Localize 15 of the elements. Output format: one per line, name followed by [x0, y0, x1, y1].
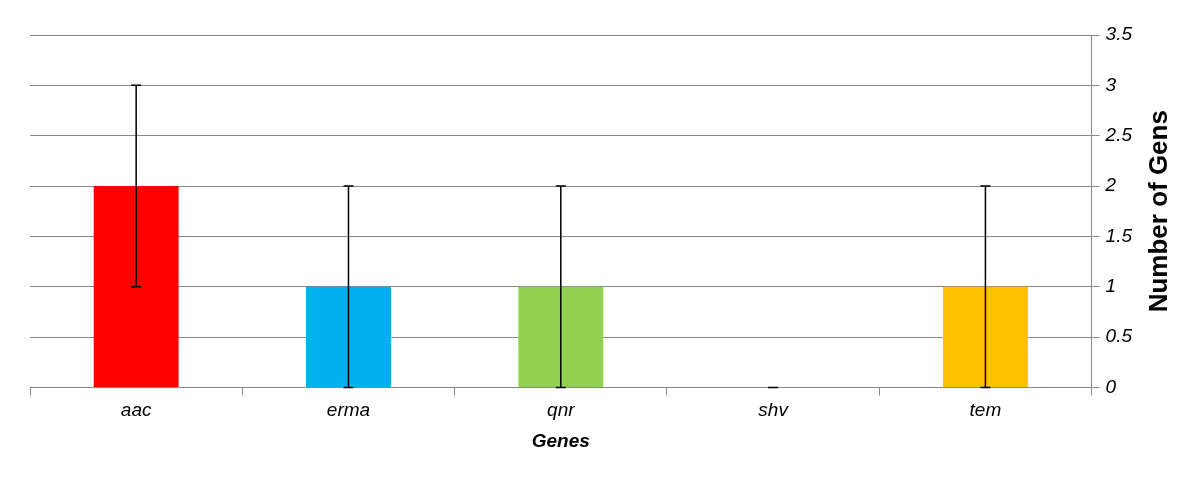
y-tick-label: 3: [1105, 73, 1117, 95]
y-tick-label: 2: [1104, 174, 1117, 196]
y-axis-title: Number of Gens: [1143, 110, 1174, 313]
y-tick-label: 0: [1105, 375, 1117, 397]
x-tick-label: qnr: [547, 399, 576, 421]
y-tick-label: 0.5: [1105, 325, 1133, 347]
x-tick-label: aac: [120, 399, 152, 421]
x-axis-title: Genes: [531, 429, 590, 451]
y-tick-label: 2.5: [1104, 123, 1133, 145]
y-tick-label: 1.5: [1105, 224, 1133, 246]
x-tick-label: tem: [969, 399, 1002, 421]
x-tick-label: erma: [326, 399, 371, 421]
x-tick-label: shv: [758, 399, 790, 421]
y-tick-label: 1: [1105, 275, 1117, 296]
y-tick-label: 3.5: [1105, 23, 1133, 45]
